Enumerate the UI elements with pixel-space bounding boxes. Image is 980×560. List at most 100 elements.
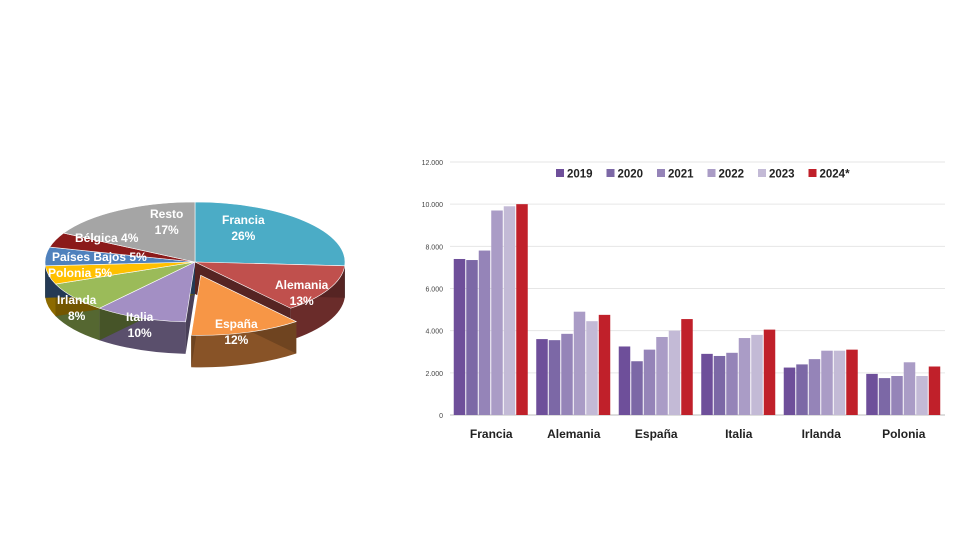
legend-label: 2022: [719, 169, 745, 181]
bar-Polonia-2021: [891, 375, 903, 415]
legend-item: 2019: [556, 169, 593, 181]
legend-swatch: [657, 169, 665, 177]
legend-label: 2023: [769, 169, 795, 181]
legend-item: 2024*: [808, 169, 851, 181]
x-tick-label: Francia: [470, 427, 513, 441]
bar-Italia-2019: [701, 353, 713, 415]
y-tick-label: 8.000: [425, 244, 443, 251]
pie-label-paises-bajos: Países Bajos 5%: [52, 249, 147, 265]
pie-label-text: Polonia: [48, 266, 92, 280]
legend-item: 2021: [657, 169, 694, 181]
bar-Polonia-2019: [866, 373, 878, 415]
pie-slice-España: [190, 274, 298, 336]
bar-España-2021: [643, 349, 656, 415]
legend-swatch: [707, 169, 716, 177]
bar-Italia-2024*: [763, 329, 776, 415]
bar-Irlanda-2019: [783, 367, 796, 415]
pie-label-text: Países Bajos: [52, 250, 127, 264]
bar-Francia-2023: [503, 206, 516, 415]
legend-item: 2022: [707, 169, 745, 181]
legend-label: 2020: [618, 169, 644, 181]
legend-label: 2019: [567, 169, 593, 181]
bar-Francia-2022: [491, 210, 503, 415]
pie-label-text: Resto: [150, 207, 184, 221]
pie-slice-Resto: [62, 201, 196, 263]
legend-swatch: [556, 169, 564, 177]
bar-Alemania-2022: [573, 311, 586, 415]
y-tick-label: 6.000: [425, 287, 443, 294]
bar-Irlanda-2020: [796, 364, 808, 415]
bar-Irlanda-2024*: [846, 349, 858, 415]
bar-Italia-2023: [751, 334, 763, 415]
pie-label-belgica: Bélgica 4%: [75, 230, 138, 246]
pie-label-italia: Italia 10%: [126, 309, 153, 341]
legend-swatch: [758, 169, 766, 177]
pie-label-pct: 8%: [68, 309, 86, 323]
bar-Francia-2020: [466, 260, 478, 415]
bar-Polonia-2024*: [928, 366, 941, 415]
pie-label-pct: 17%: [154, 223, 179, 237]
bar-Alemania-2023: [586, 321, 598, 415]
pie-tops: [44, 201, 346, 336]
pie-label-resto: Resto 17%: [150, 206, 183, 238]
pie-label-francia: Francia 26%: [222, 212, 265, 244]
pie-label-text: Francia: [222, 213, 265, 227]
bar-España-2022: [656, 336, 668, 415]
bar-Polonia-2020: [878, 378, 891, 415]
x-tick-label: Polonia: [882, 427, 926, 441]
pie-label-text: Italia: [126, 310, 154, 324]
bar-España-2023: [668, 330, 681, 415]
y-tick-label: 2.000: [425, 371, 443, 378]
bar-Alemania-2020: [548, 340, 561, 415]
legend-swatch: [606, 169, 615, 177]
pie-slice-Italia: [98, 261, 196, 323]
pie-label-pct: 26%: [231, 229, 256, 243]
pie-label-pct: 13%: [289, 294, 314, 308]
legend-swatch: [808, 169, 817, 177]
bar-Irlanda-2023: [833, 350, 846, 415]
pie-label-pct: 4%: [121, 231, 139, 245]
legend-item: 2020: [606, 169, 644, 181]
y-tick-label: 4.000: [425, 329, 443, 336]
bar-Irlanda-2021: [808, 359, 821, 415]
pie-label-pct: 5%: [129, 250, 147, 264]
pie-label-pct: 5%: [94, 266, 113, 280]
bar-Italia-2020: [713, 355, 726, 415]
bar-Irlanda-2022: [821, 350, 833, 415]
x-tick-label: España: [635, 427, 678, 441]
pie-label-irlanda: Irlanda 8%: [57, 292, 96, 324]
bar-España-2020: [631, 361, 643, 415]
pie-label-pct: 10%: [127, 326, 152, 340]
bar-Francia-2021: [478, 250, 491, 415]
x-tick-label: Irlanda: [802, 427, 842, 441]
bar-Alemania-2019: [536, 339, 548, 415]
y-tick-label: 0: [439, 413, 443, 420]
pie-label-text: Bélgica: [75, 231, 118, 245]
pie-side-Alemania: [290, 265, 345, 341]
x-tick-label: Italia: [725, 427, 753, 441]
y-tick-label: 10.000: [422, 202, 444, 209]
pie-chart: [44, 201, 346, 368]
legend-item: 2023: [758, 169, 795, 181]
bar-Polonia-2023: [916, 375, 928, 415]
bar-Alemania-2021: [561, 333, 573, 415]
pie-label-polonia: Polonia 5%: [48, 265, 112, 281]
pie-label-espana: España 12%: [215, 316, 258, 348]
bar-Alemania-2024*: [598, 314, 611, 415]
pie-label-text: Irlanda: [57, 293, 97, 307]
bar-España-2024*: [681, 319, 693, 415]
bar-Polonia-2022: [903, 362, 916, 415]
pie-label-alemania: Alemania 13%: [275, 277, 328, 309]
pie-slice-Francia: [194, 201, 346, 267]
pie-slice-Alemania: [194, 261, 346, 309]
bar-Francia-2019: [453, 258, 466, 415]
legend-label: 2024*: [820, 169, 851, 181]
bar-Italia-2021: [726, 352, 738, 415]
legend-label: 2021: [668, 169, 694, 181]
pie-label-pct: 12%: [224, 333, 249, 347]
y-tick-label: 12.000: [422, 160, 444, 167]
bar-Italia-2022: [738, 338, 751, 415]
x-tick-label: Alemania: [547, 427, 601, 441]
pie-label-text: Alemania: [275, 278, 329, 292]
